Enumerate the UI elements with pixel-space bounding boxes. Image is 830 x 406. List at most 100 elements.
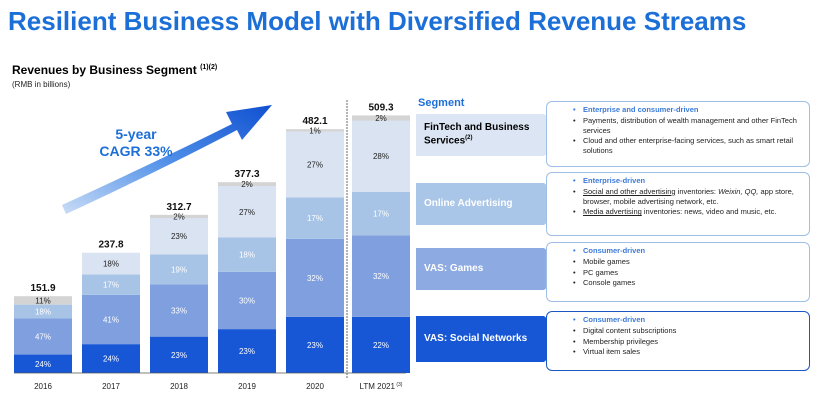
total-label: 509.3 — [368, 102, 393, 113]
card-bullet: Payments, distribution of wealth managem… — [573, 116, 801, 136]
bar-segment-vas-social-networks — [352, 316, 410, 373]
card-fintech: Enterprise and consumer-driven Payments,… — [546, 101, 810, 167]
segment-label-fintech: FinTech and Business Services — [424, 122, 530, 147]
segment-label-advertising: Online Advertising — [424, 197, 513, 209]
cagr-value: CAGR 33% — [99, 142, 173, 159]
card-header-advertising: Enterprise-driven — [573, 176, 801, 186]
bar-segment-fintech-and-business-services — [352, 120, 410, 192]
data-label: 2% — [375, 114, 387, 123]
bar-segment-fintech-and-business-services — [82, 252, 140, 275]
data-label: 19% — [171, 265, 187, 274]
data-label: 32% — [307, 274, 323, 283]
data-label: 28% — [373, 152, 389, 161]
data-label: 23% — [171, 232, 187, 241]
total-label: 237.8 — [98, 240, 123, 251]
x-tick-label: 2019 — [238, 382, 256, 391]
card-header-fintech: Enterprise and consumer-driven — [573, 105, 801, 115]
tick-footnote: (3) — [395, 382, 403, 388]
data-label: 11% — [35, 296, 50, 305]
bar-segment-vas-games — [218, 271, 276, 330]
growth-arrow — [62, 105, 272, 214]
cagr-period: 5-year — [115, 126, 157, 142]
total-label: 377.3 — [234, 169, 259, 180]
total-label: 312.7 — [166, 202, 191, 213]
data-label: 23% — [239, 347, 255, 356]
segment-label-social: VAS: Social Networks — [424, 332, 528, 344]
card-header-games: Consumer-driven — [573, 246, 801, 256]
data-label: 22% — [373, 341, 389, 350]
card-bullet: PC games — [573, 268, 801, 278]
bar-segment-online-advertising — [218, 237, 276, 272]
bar-segment-fintech-and-business-services — [286, 131, 344, 198]
bar-segment-online-advertising — [286, 197, 344, 239]
bar-segment-others — [218, 182, 276, 186]
data-label: 18% — [35, 308, 51, 317]
bar-segment-online-advertising — [14, 304, 72, 319]
data-label: 23% — [307, 341, 323, 350]
bar-segment-fintech-and-business-services — [150, 218, 208, 255]
card-bullet: Social and other advertising inventories… — [573, 187, 801, 207]
bar-segment-vas-games — [286, 238, 344, 317]
data-label: 2% — [241, 180, 253, 189]
bar-segment-online-advertising — [352, 191, 410, 236]
data-label: 24% — [103, 355, 119, 364]
data-label: 18% — [103, 260, 119, 269]
x-tick-label: LTM 2021 (3) — [360, 382, 403, 391]
card-advertising: Enterprise-driven Social and other adver… — [546, 172, 810, 236]
bar-segment-vas-games — [150, 284, 208, 337]
data-label: 17% — [307, 214, 323, 223]
bar-segment-online-advertising — [82, 274, 140, 295]
segment-fintech: FinTech and Business Services(2) — [416, 114, 571, 156]
card-bullet: Console games — [573, 278, 801, 288]
page-title: Resilient Business Model with Diversifie… — [8, 6, 747, 36]
bar-segment-others — [150, 214, 208, 219]
data-label: 47% — [35, 333, 51, 342]
bar-segment-vas-social-networks — [286, 316, 344, 373]
x-tick-label: 2020 — [306, 382, 324, 391]
bar-segment-vas-games — [352, 235, 410, 317]
data-label: 32% — [373, 272, 389, 281]
data-label: 2% — [173, 212, 185, 221]
x-tick-label: 2017 — [102, 382, 120, 391]
bar-segment-others — [352, 115, 410, 121]
total-label: 151.9 — [30, 283, 55, 294]
bar-segment-online-advertising — [150, 254, 208, 285]
data-label: 18% — [239, 251, 255, 260]
total-label: 482.1 — [302, 116, 327, 127]
segment-header: Segment — [418, 97, 465, 109]
card-bullet: Membership privileges — [573, 337, 801, 347]
chart-subtitle: Revenues by Business Segment (1)(2) — [12, 63, 218, 77]
bar-segment-vas-social-networks — [14, 354, 72, 373]
segment-advertising: Online Advertising — [416, 183, 571, 225]
revenue-chart: 24% 47% 18% 11% 151.9 2016 24% 41% 17% 18% 237.8 20… — [14, 100, 410, 391]
data-label: 1% — [309, 126, 321, 135]
card-bullet: Virtual item sales — [573, 347, 801, 357]
data-label: 41% — [103, 315, 119, 324]
data-label: 17% — [373, 210, 389, 219]
data-label: 27% — [307, 161, 323, 170]
segment-label-games: VAS: Games — [424, 262, 484, 274]
cagr-label: 5-year CAGR 33% — [96, 126, 176, 160]
bar-segment-others — [14, 296, 72, 305]
data-label: 30% — [239, 296, 255, 305]
data-label: 24% — [35, 360, 51, 369]
bar-segment-vas-social-networks — [218, 329, 276, 373]
data-label: 33% — [171, 307, 187, 316]
bar-segment-others — [286, 129, 344, 132]
data-label: 27% — [239, 208, 255, 217]
card-games: Consumer-driven Mobile games PC games Co… — [546, 242, 810, 302]
card-bullet: Media advertising inventories: news, vid… — [573, 207, 801, 217]
data-label: 17% — [103, 281, 119, 290]
x-tick-label: 2018 — [170, 382, 188, 391]
data-label: 23% — [171, 351, 187, 360]
segment-footnote: (2) — [465, 134, 473, 141]
bar-segment-vas-social-networks — [82, 344, 140, 373]
x-tick-label: 2016 — [34, 382, 52, 391]
bar-segment-fintech-and-business-services — [218, 185, 276, 238]
card-bullet: Cloud and other enterprise-facing servic… — [573, 136, 801, 156]
segment-games: VAS: Games — [416, 248, 571, 290]
units-label: (RMB in billions) — [12, 80, 71, 89]
bar-segment-vas-games — [14, 318, 72, 355]
subtitle-footnote: (1)(2) — [200, 64, 218, 71]
bar-segment-vas-social-networks — [150, 336, 208, 373]
